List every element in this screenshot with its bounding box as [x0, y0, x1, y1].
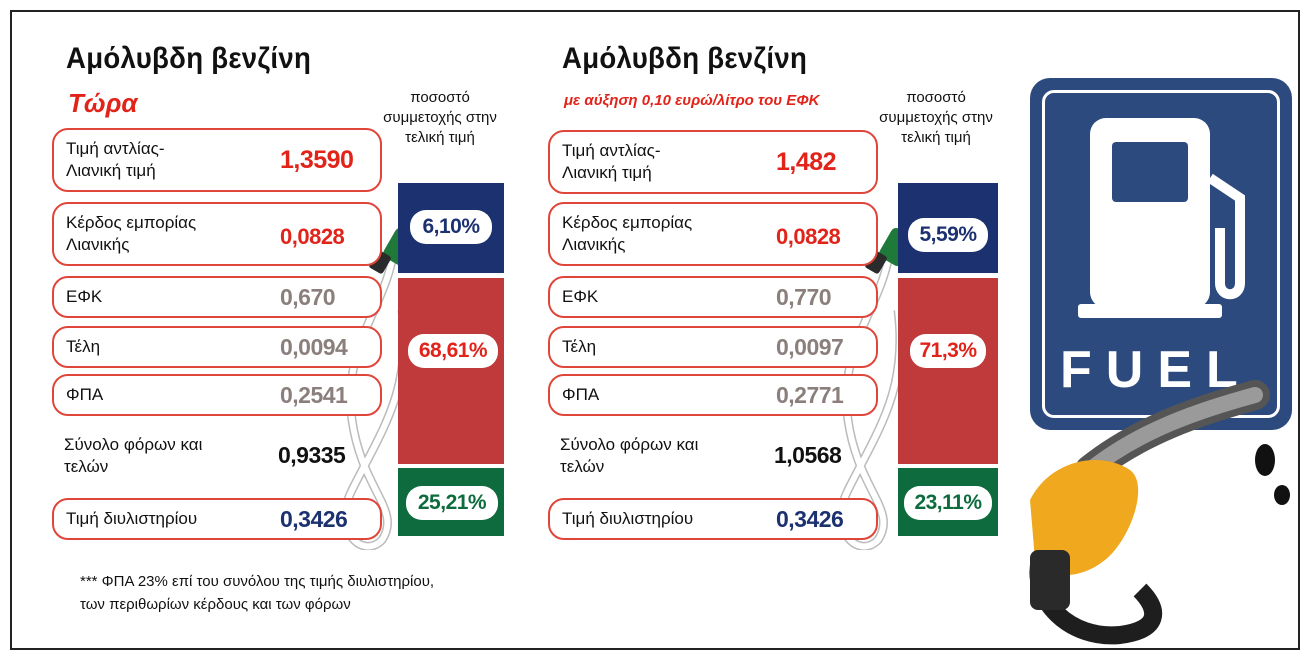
row-label: Τιμή αντλίας- Λιανική τιμή	[66, 139, 165, 180]
share-bar-taxes	[898, 278, 998, 464]
row-label: ΦΠΑ	[66, 385, 104, 404]
row-fees: Τέλη 0,0097	[548, 326, 878, 368]
footnote: *** ΦΠΑ 23% επί του συνόλου της τιμής δι…	[80, 570, 434, 616]
infographic-frame	[10, 10, 1300, 650]
row-value: 0,0828	[776, 224, 841, 249]
panel-with-increase: Αμόλυβδη βενζίνη με αύξηση 0,10 ευρώ/λίτ…	[548, 0, 1048, 560]
row-retail-profit: Κέρδος εμπορίας Λιανικής 0,0828	[548, 202, 878, 266]
row-value: 0,0094	[280, 334, 348, 360]
row-total-taxes: Σύνολο φόρων και τελών 1,0568	[548, 426, 878, 488]
row-value: 0,670	[280, 284, 336, 310]
panel-title: Αμόλυβδη βενζίνη	[562, 42, 808, 75]
fuel-sign-text: FUEL	[1060, 341, 1252, 399]
panel-now: Αμόλυβδη βενζίνη Τώρα ποσοστό συμμετοχής…	[52, 0, 552, 560]
row-vat: ΦΠΑ 0,2541	[52, 374, 382, 416]
row-retail-profit: Κέρδος εμπορίας Λιανικής 0,0828	[52, 202, 382, 266]
share-bar-taxes	[398, 278, 504, 464]
row-label: Τιμή διυλιστηρίου	[66, 509, 198, 528]
share-header: ποσοστό συμμετοχής στην τελική τιμή	[879, 89, 993, 146]
fuel-sign-illustration: FUEL	[1030, 78, 1292, 430]
row-value: 0,0828	[280, 224, 345, 249]
row-label: ΕΦΚ	[66, 287, 103, 306]
row-value: 1,482	[776, 148, 837, 176]
row-value: 0,9335	[278, 442, 346, 468]
row-label: ΦΠΑ	[562, 385, 600, 404]
fuel-nozzle-illustration	[1029, 380, 1290, 645]
row-value: 0,770	[776, 284, 832, 310]
share-label-refinery: 25,21%	[406, 486, 498, 520]
row-label: Κέρδος εμπορίας Λιανικής	[562, 213, 693, 254]
share-label-taxes: 68,61%	[408, 334, 498, 368]
row-label: Τιμή διυλιστηρίου	[562, 509, 694, 528]
row-total-taxes: Σύνολο φόρων και τελών 0,9335	[52, 426, 382, 488]
row-pump-price: Τιμή αντλίας- Λιανική τιμή 1,482	[548, 130, 878, 194]
share-label-retail-profit: 5,59%	[908, 218, 988, 252]
row-value: 0,3426	[776, 506, 844, 532]
row-label: Σύνολο φόρων και τελών	[64, 435, 203, 476]
share-label-refinery: 23,11%	[904, 486, 992, 520]
row-vat: ΦΠΑ 0,2771	[548, 374, 878, 416]
row-pump-price: Τιμή αντλίας- Λιανική τιμή 1,3590	[52, 128, 382, 192]
row-value: 0,2771	[776, 382, 844, 408]
row-label: Τέλη	[562, 337, 597, 356]
row-value: 1,0568	[774, 442, 842, 468]
row-label: ΕΦΚ	[562, 287, 599, 306]
panel-subtitle: Τώρα	[68, 88, 138, 118]
row-value: 0,3426	[280, 506, 348, 532]
share-header: ποσοστό συμμετοχής στην τελική τιμή	[383, 89, 497, 146]
panel-subtitle: με αύξηση 0,10 ευρώ/λίτρο του ΕΦΚ	[564, 92, 820, 109]
share-label-taxes: 71,3%	[910, 334, 986, 368]
footnote-line-2: των περιθωρίων κέρδους και των φόρων	[80, 596, 351, 613]
row-label: Τιμή αντλίας- Λιανική τιμή	[562, 141, 661, 182]
row-value: 0,0097	[776, 334, 844, 360]
fuel-pump-icon	[1078, 118, 1245, 318]
row-label: Σύνολο φόρων και τελών	[560, 435, 699, 476]
row-value: 0,2541	[280, 382, 348, 408]
row-refinery-price: Τιμή διυλιστηρίου 0,3426	[548, 498, 878, 540]
row-excise-tax: ΕΦΚ 0,670	[52, 276, 382, 318]
row-excise-tax: ΕΦΚ 0,770	[548, 276, 878, 318]
panel-title: Αμόλυβδη βενζίνη	[66, 42, 312, 75]
row-label: Κέρδος εμπορίας Λιανικής	[66, 213, 197, 254]
row-fees: Τέλη 0,0094	[52, 326, 382, 368]
row-refinery-price: Τιμή διυλιστηρίου 0,3426	[52, 498, 382, 540]
row-label: Τέλη	[66, 337, 101, 356]
footnote-line-1: *** ΦΠΑ 23% επί του συνόλου της τιμής δι…	[80, 573, 435, 590]
share-label-retail-profit: 6,10%	[410, 210, 492, 244]
row-value: 1,3590	[280, 146, 354, 174]
